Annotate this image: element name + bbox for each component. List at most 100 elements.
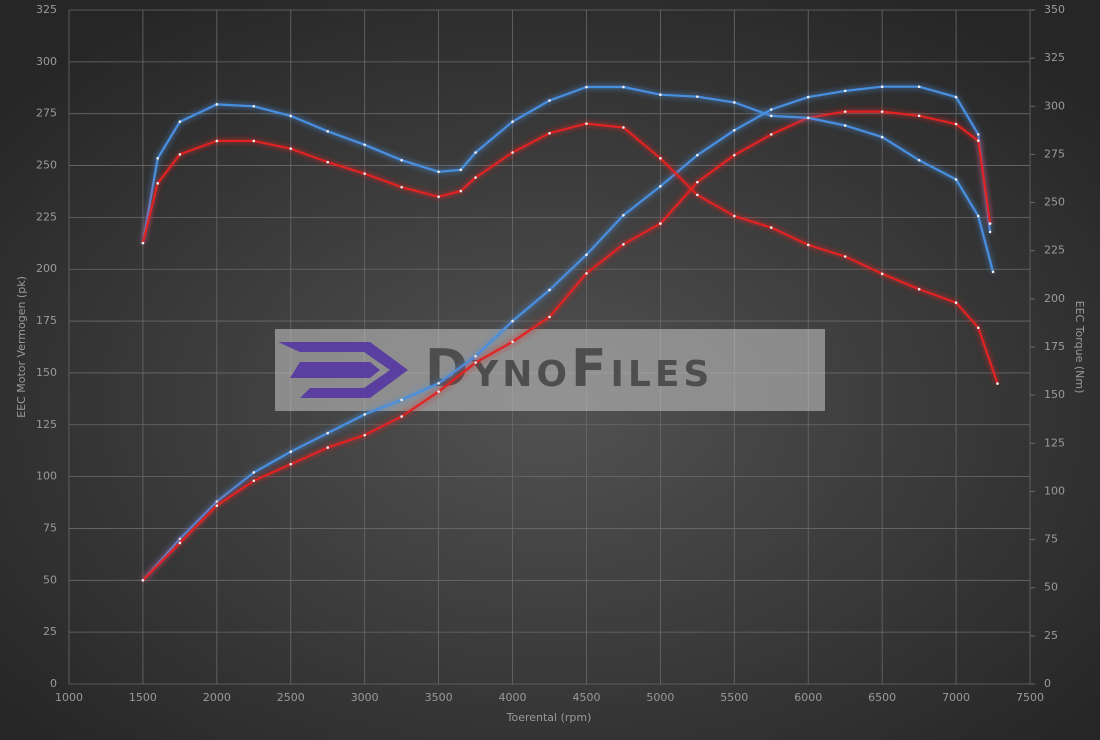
point [548, 99, 551, 102]
point [363, 172, 366, 175]
point [437, 390, 440, 393]
point [769, 226, 773, 229]
point [806, 243, 810, 247]
y2-tick-label: 75 [1044, 533, 1058, 546]
x-tick-label: 2500 [277, 691, 305, 704]
point [289, 450, 293, 454]
point [585, 253, 588, 257]
y2-tick-label: 200 [1044, 292, 1065, 305]
point [437, 195, 440, 199]
point [769, 108, 773, 111]
y2-tick-label: 0 [1044, 677, 1051, 690]
point [733, 153, 736, 157]
point [459, 168, 463, 172]
x-tick-label: 3000 [351, 691, 379, 704]
point [215, 139, 219, 143]
point [843, 255, 847, 258]
y-tick-label: 175 [36, 314, 57, 327]
y2-tick-label: 250 [1044, 196, 1065, 209]
point [400, 398, 403, 402]
x-tick-label: 5500 [720, 691, 748, 704]
point [215, 500, 219, 503]
point [252, 479, 256, 483]
y-tick-label: 300 [36, 55, 57, 68]
point [880, 85, 884, 89]
y-tick-label: 325 [36, 3, 57, 16]
x-tick-label: 7000 [942, 691, 970, 704]
y2-tick-label: 275 [1044, 147, 1065, 160]
point [954, 178, 958, 181]
point [437, 170, 440, 174]
x-tick-label: 6500 [868, 691, 896, 704]
point [622, 243, 625, 246]
point [622, 85, 625, 89]
x-tick-label: 5000 [646, 691, 674, 704]
point [548, 315, 551, 319]
y2-tick-label: 325 [1044, 51, 1065, 64]
point [178, 120, 182, 123]
point [289, 114, 293, 118]
point [156, 182, 160, 185]
y2-tick-label: 300 [1044, 99, 1065, 112]
point [991, 270, 995, 274]
point [363, 413, 366, 416]
y2-tick-label: 350 [1044, 3, 1065, 16]
point [954, 301, 958, 305]
point [511, 340, 514, 344]
x-tick-label: 3500 [425, 691, 453, 704]
point [996, 382, 999, 385]
point [696, 153, 699, 157]
point [880, 110, 884, 113]
y2-tick-label: 125 [1044, 436, 1065, 449]
y-tick-label: 0 [50, 677, 57, 690]
point [954, 122, 958, 126]
point [252, 471, 256, 474]
watermark-logo [278, 342, 408, 398]
point [976, 326, 980, 330]
y-tick-label: 100 [36, 470, 57, 483]
point [326, 130, 330, 133]
point [733, 128, 736, 132]
x-tick-label: 4500 [572, 691, 600, 704]
point [363, 143, 366, 147]
y-tick-label: 250 [36, 159, 57, 172]
point [917, 85, 921, 89]
point [585, 272, 588, 275]
point [696, 95, 699, 98]
y-tick-label: 200 [36, 262, 57, 275]
point [769, 114, 773, 118]
point [988, 230, 992, 234]
point [917, 287, 921, 291]
point [954, 95, 958, 99]
point [459, 189, 463, 193]
point [733, 214, 736, 218]
y2-tick-label: 50 [1044, 581, 1058, 594]
y2-tick-label: 175 [1044, 340, 1065, 353]
point [215, 103, 219, 106]
y-tick-label: 125 [36, 418, 57, 431]
point [178, 153, 182, 156]
point [769, 133, 773, 136]
y2-axis-label: EEC Torque (Nm) [1073, 301, 1086, 394]
point [252, 104, 256, 108]
point [988, 222, 992, 225]
point [400, 185, 403, 189]
point [400, 158, 403, 162]
point [437, 381, 440, 385]
point [659, 184, 662, 188]
point [178, 537, 182, 541]
point [215, 504, 219, 507]
point [548, 288, 551, 292]
x-tick-label: 1000 [55, 691, 83, 704]
point [289, 147, 293, 150]
point [326, 160, 330, 164]
point [289, 462, 293, 466]
point [141, 241, 145, 245]
x-axis-label: Toerental (rpm) [506, 711, 592, 724]
point [585, 122, 588, 125]
point [326, 431, 330, 435]
point [880, 272, 884, 276]
point [474, 176, 477, 179]
x-tick-label: 6000 [794, 691, 822, 704]
